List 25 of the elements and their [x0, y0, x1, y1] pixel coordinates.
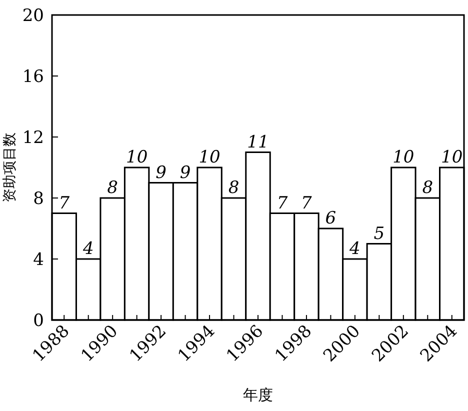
- x-axis-title: 年度: [243, 386, 273, 404]
- data-label: 8: [107, 178, 118, 198]
- data-label: 7: [276, 193, 288, 214]
- y-tick-label: 4: [33, 250, 44, 270]
- data-label: 7: [58, 193, 70, 214]
- data-label: 10: [198, 148, 221, 168]
- data-label: 10: [441, 148, 463, 168]
- y-tick-label: 12: [22, 128, 44, 148]
- y-tick-label: 20: [22, 6, 44, 26]
- data-label: 5: [374, 224, 385, 244]
- data-label: 10: [392, 148, 414, 168]
- data-label: 9: [180, 162, 191, 183]
- data-label: 7: [301, 193, 312, 214]
- data-label: 8: [228, 178, 240, 198]
- data-label: 4: [348, 239, 360, 259]
- y-tick-label: 0: [33, 311, 44, 331]
- data-label: 4: [82, 239, 94, 259]
- data-label: 8: [422, 178, 434, 198]
- data-label: 11: [247, 132, 269, 152]
- y-axis-title: 资助项目数: [2, 132, 18, 202]
- data-label: 10: [126, 148, 148, 168]
- data-label: 6: [325, 208, 336, 228]
- data-label: 9: [156, 162, 167, 183]
- y-tick-label: 8: [33, 189, 44, 209]
- y-tick-label: 16: [22, 67, 44, 87]
